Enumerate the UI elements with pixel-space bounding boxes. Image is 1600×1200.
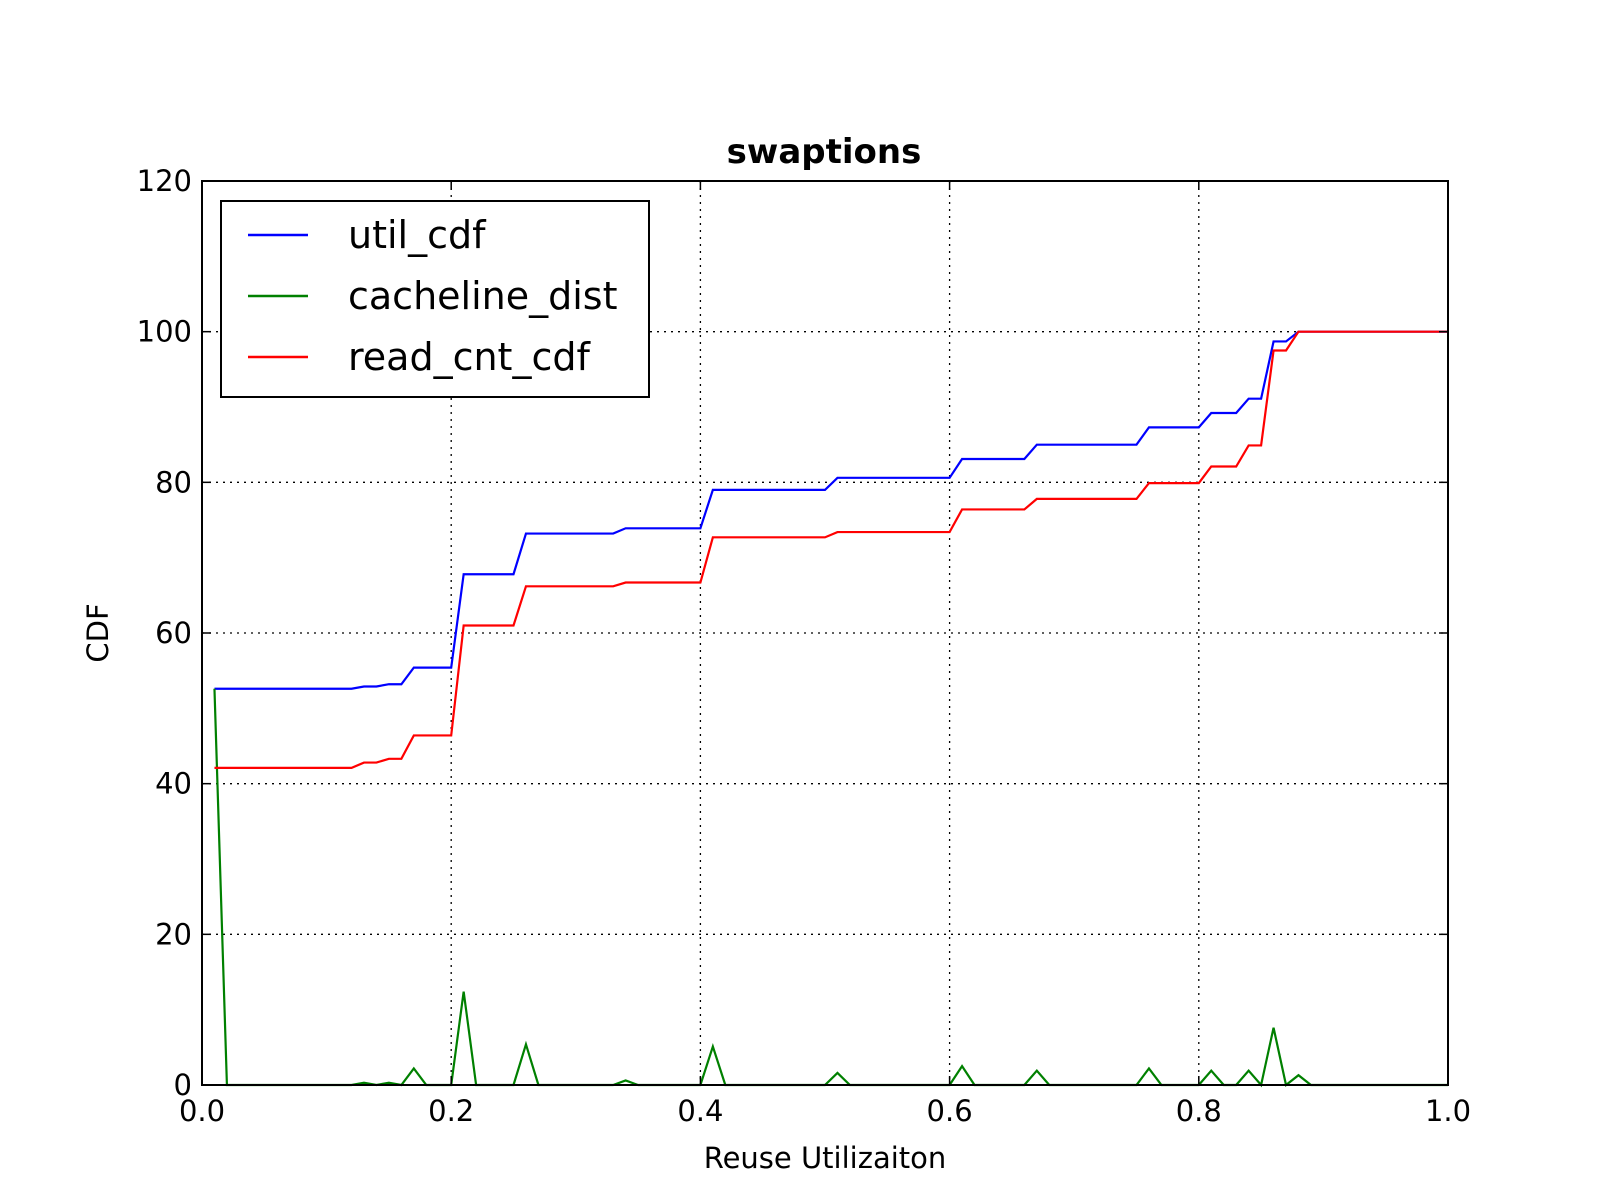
legend-label-util-cdf: util_cdf (348, 213, 487, 257)
x-tick-label: 0.0 (179, 1094, 225, 1128)
series-line-read-cnt-cdf (214, 330, 1448, 769)
x-axis-label: Reuse Utilizaiton (704, 1141, 947, 1175)
axis-ticks (201, 180, 1449, 1086)
legend: util_cdf cacheline_dist read_cnt_cdf (220, 200, 650, 398)
y-tick-label: 0 (174, 1068, 192, 1102)
y-axis-label: CDF (81, 603, 115, 662)
x-axis-tick-labels: 0.0 0.2 0.4 0.6 0.8 1.0 (179, 1094, 1471, 1128)
y-tick-label: 20 (155, 917, 192, 951)
legend-box (220, 200, 650, 398)
x-tick-label: 1.0 (1425, 1094, 1471, 1128)
y-tick-label: 100 (137, 315, 192, 349)
y-tick-label: 60 (155, 616, 192, 650)
x-tick-label: 0.8 (1176, 1094, 1222, 1128)
series-line-util-cdf (214, 330, 1448, 690)
y-tick-label: 40 (155, 767, 192, 801)
x-tick-label: 0.6 (927, 1094, 973, 1128)
legend-label-read-cnt-cdf: read_cnt_cdf (348, 335, 591, 379)
y-tick-label: 80 (155, 465, 192, 499)
y-tick-label: 120 (137, 164, 192, 198)
y-axis-tick-labels: 0 20 40 60 80 100 120 (137, 164, 192, 1102)
chart-title: swaptions (727, 132, 922, 172)
x-tick-label: 0.2 (428, 1094, 474, 1128)
legend-label-cacheline-dist: cacheline_dist (348, 274, 618, 318)
x-tick-label: 0.4 (677, 1094, 723, 1128)
